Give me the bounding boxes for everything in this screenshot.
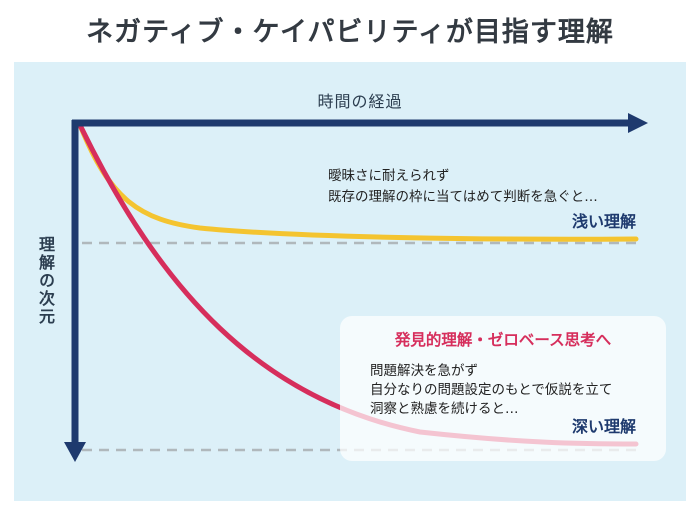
deep-description-line: 洞察と熟慮を続けると…: [370, 401, 519, 417]
shallow-description-line: 既存の理解の枠に当てはめて判断を急ぐと…: [328, 189, 598, 205]
shallow-description-line: 曖昧さに耐えられず: [328, 168, 450, 184]
deep-description-line: 問題解決を急がず: [370, 363, 478, 379]
deep-label: 深い理解: [571, 417, 636, 436]
deep-heading: 発見的理解・ゼロベース思考へ: [394, 331, 612, 349]
shallow-description: 曖昧さに耐えられず 既存の理解の枠に当てはめて判断を急ぐと…: [328, 166, 658, 208]
y-axis-label: 理解の次元: [36, 236, 55, 326]
diagram-title: ネガティブ・ケイパビリティが目指す理解: [86, 17, 614, 48]
shallow-label: 浅い理解: [571, 212, 636, 231]
deep-callout-box: [340, 316, 666, 461]
x-axis-label: 時間の経過: [317, 92, 403, 111]
deep-description-line: 自分なりの問題設定のもとで仮説を立て: [370, 382, 613, 398]
deep-description: 問題解決を急がず 自分なりの問題設定のもとで仮説を立て 洞察と熟慮を続けると…: [370, 362, 660, 419]
y-axis-arrow: [64, 442, 86, 462]
x-axis-arrow: [628, 113, 648, 133]
